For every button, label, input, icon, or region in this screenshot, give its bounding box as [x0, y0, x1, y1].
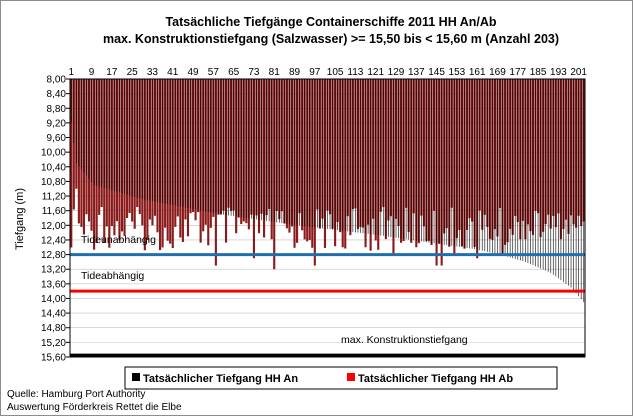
x-tick-label: 121: [367, 67, 384, 78]
y-tick-label: 15,20: [41, 338, 66, 349]
y-tick-label: 15,60: [41, 353, 66, 364]
legend-box: [124, 366, 558, 390]
x-tick-label: 89: [289, 67, 301, 78]
y-tick-label: 11,60: [42, 206, 67, 217]
x-tick-label: 9: [89, 67, 95, 78]
y-tick-label: 13,60: [41, 279, 66, 290]
bar-ab: [70, 79, 73, 248]
x-tick-label: 33: [147, 67, 159, 78]
analysis-note: Auswertung Förderkreis Rettet die Elbe: [7, 402, 182, 413]
y-tick-label: 8,00: [47, 75, 67, 86]
source-note: Quelle: Hamburg Port Authority: [7, 389, 145, 400]
y-tick-label: 11,20: [42, 192, 67, 203]
legend-swatch-ab: [347, 373, 355, 381]
x-tick-label: 97: [309, 67, 321, 78]
max-construction-draft-label: max. Konstruktionstiefgang: [341, 334, 468, 346]
x-tick-label: 41: [167, 67, 179, 78]
tide-independent-label: Tideunabhängig: [81, 234, 156, 246]
x-tick-label: 81: [269, 67, 281, 78]
bar-ab: [72, 79, 75, 210]
y-tick-label: 8,80: [47, 104, 67, 115]
y-tick-label: 12,00: [41, 221, 66, 232]
y-tick-label: 9,20: [47, 118, 67, 129]
y-tick-label: 14,00: [41, 294, 66, 305]
x-tick-label: 169: [489, 67, 506, 78]
y-tick-label: 12,80: [41, 250, 66, 261]
x-tick-label: 113: [347, 67, 363, 78]
chart-subtitle: max. Konstruktionstiefgang (Salzwasser) …: [103, 32, 559, 46]
y-tick-label: 13,20: [41, 265, 66, 276]
y-tick-label: 10,80: [41, 177, 66, 188]
chart-title: Tatsächliche Tiefgänge Containerschiffe …: [165, 15, 496, 29]
x-tick-label: 25: [127, 67, 139, 78]
x-tick-label: 185: [530, 67, 547, 78]
y-tick-label: 8,40: [47, 89, 67, 100]
x-tick-label: 193: [550, 67, 567, 78]
y-tick-label: 14,80: [41, 323, 66, 334]
reference-lines: [70, 253, 585, 357]
x-tick-label: 1: [68, 67, 74, 78]
series-an-bars: [70, 79, 585, 303]
x-tick-label: 49: [187, 67, 199, 78]
y-tick-label: 14,40: [41, 309, 66, 320]
legend-swatch-an: [132, 373, 140, 381]
x-tick-label: 177: [509, 67, 526, 78]
x-tick-label: 73: [248, 67, 260, 78]
x-tick-label: 105: [327, 67, 344, 78]
x-tick-label: 153: [449, 67, 466, 78]
legend: Tatsächlicher Tiefgang HH An Tatsächlich…: [124, 366, 558, 390]
tide-dependent-label: Tideabhängig: [81, 270, 144, 282]
x-tick-label: 201: [570, 67, 587, 78]
legend-label-an: Tatsächlicher Tiefgang HH An: [143, 373, 298, 385]
x-axis-ticks: 1 9 17 25 33 41 49 57 65 73 81 89 97 105 113 121 129 137 1…: [68, 67, 587, 78]
y-tick-label: 12,40: [41, 235, 66, 246]
legend-label-ab: Tatsächlicher Tiefgang HH Ab: [358, 373, 513, 385]
y-tick-label: 10,00: [41, 148, 66, 159]
x-tick-label: 145: [428, 67, 445, 78]
plot-area-border: [69, 78, 586, 358]
y-tick-label: 9,60: [47, 133, 67, 144]
x-tick-label: 65: [228, 67, 240, 78]
x-tick-label: 17: [106, 67, 118, 78]
x-tick-label: 137: [408, 67, 425, 78]
y-tick-label: 10,40: [41, 162, 66, 173]
x-tick-label: 161: [469, 67, 486, 78]
x-tick-label: 129: [388, 67, 405, 78]
y-axis-ticks: 8,00 8,40 8,80 9,20 9,60 10,00 10,40 10,80 11,20…: [41, 75, 70, 364]
x-tick-label: 57: [208, 67, 220, 78]
y-axis-label: Tiefgang (m): [14, 188, 26, 250]
